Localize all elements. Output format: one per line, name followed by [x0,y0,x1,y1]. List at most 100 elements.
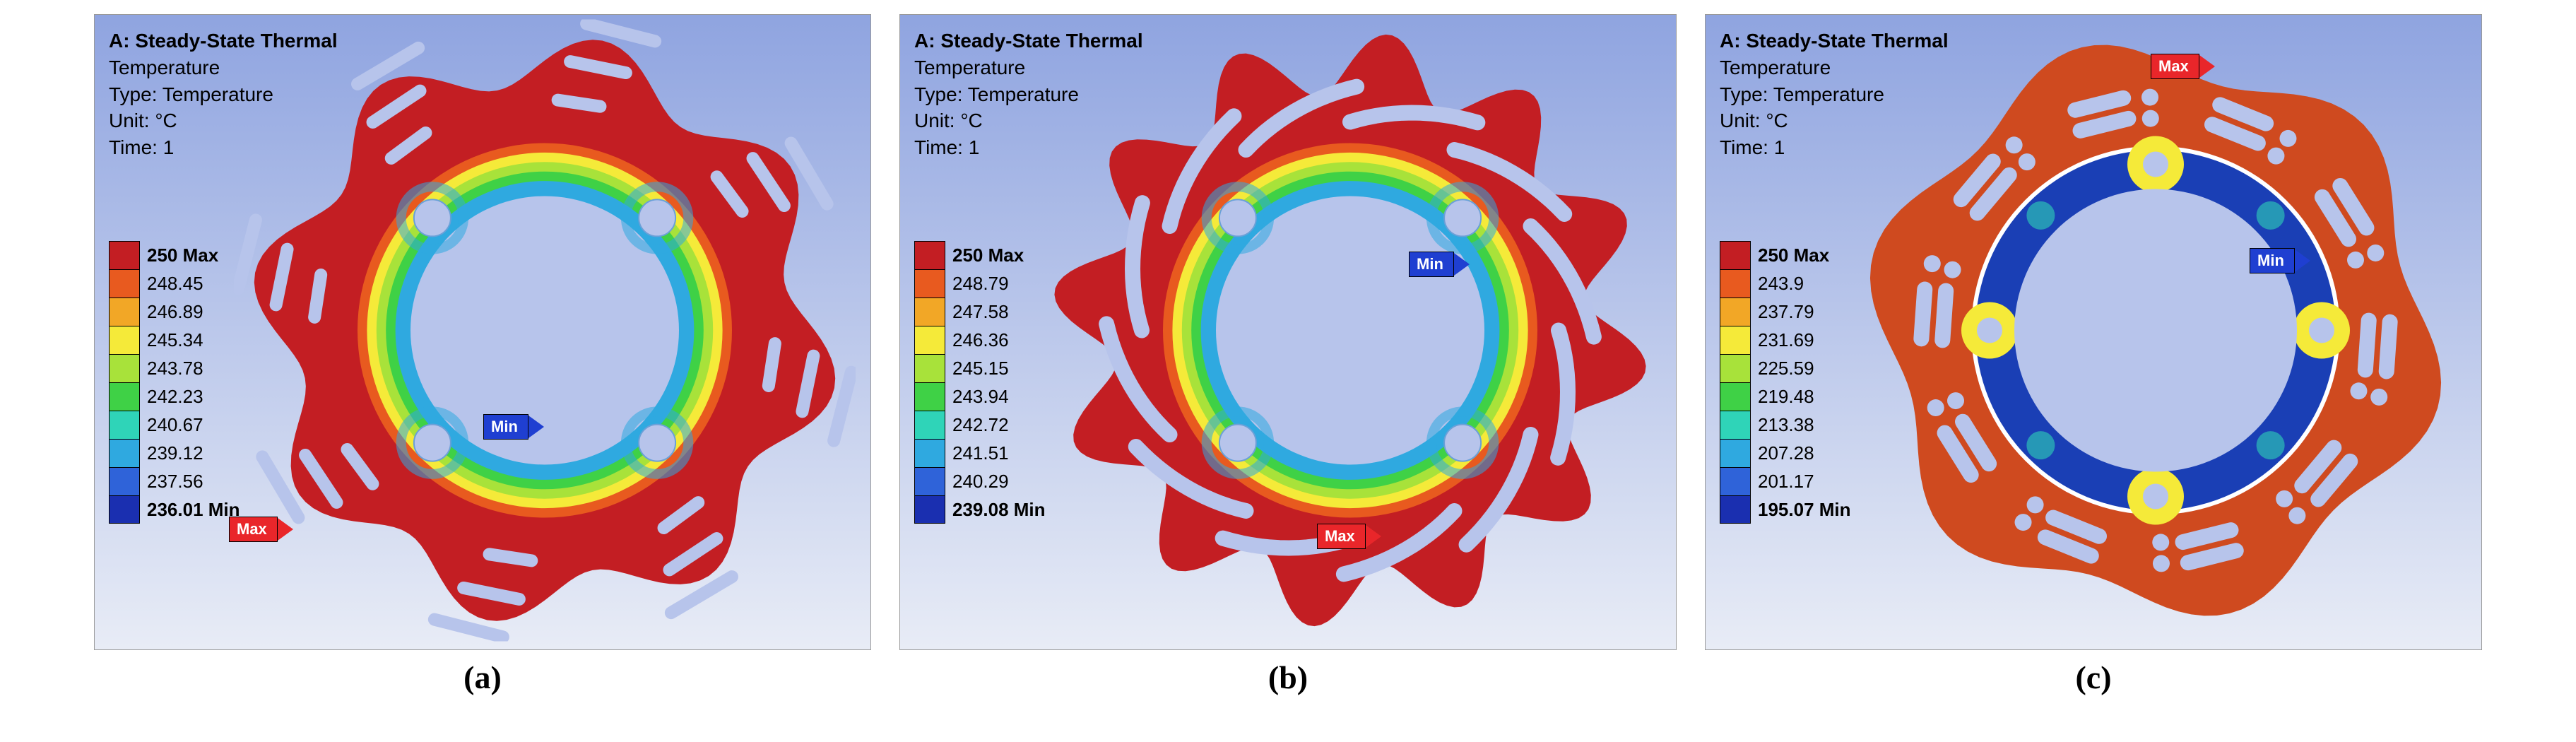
analysis-title: A: Steady-State Thermal [1720,28,1949,54]
analysis-line: Time: 1 [914,134,1143,161]
legend-swatch [109,241,140,269]
legend-row: 225.59 [1720,354,1851,382]
analysis-title: A: Steady-State Thermal [914,28,1143,54]
legend-swatch [109,411,140,439]
legend-row: 219.48 [1720,382,1851,411]
legend-label: 239.08 Min [945,499,1046,521]
probe-arrow-icon [1366,525,1381,548]
legend-row: 213.38 [1720,411,1851,439]
panel-caption: (b) [1268,659,1308,696]
legend-swatch [1720,467,1751,495]
legend-row: 250 Max [1720,241,1851,269]
legend-label: 247.58 [945,301,1009,323]
min-probe-label: Min [1409,252,1454,277]
panel-wrap: A: Steady-State ThermalTemperatureType: … [94,14,871,696]
legend-label: 207.28 [1751,442,1814,464]
panel-wrap: A: Steady-State ThermalTemperatureType: … [1705,14,2482,696]
legend-swatch [914,326,945,354]
legend-row: 243.9 [1720,269,1851,298]
legend-swatch [1720,354,1751,382]
legend-label: 241.51 [945,442,1009,464]
legend-swatch [1720,382,1751,411]
legend-row: 248.79 [914,269,1046,298]
legend-row: 242.23 [109,382,240,411]
max-probe-tag: Max [229,517,293,542]
panel-row: A: Steady-State ThermalTemperatureType: … [94,14,2482,696]
legend-swatch [914,269,945,298]
legend-label: 225.59 [1751,358,1814,379]
max-probe-label: Max [1317,524,1366,549]
legend-swatch [109,467,140,495]
max-probe-tag: Max [1317,524,1381,549]
legend-swatch [109,382,140,411]
legend-row: 243.94 [914,382,1046,411]
legend-label: 243.78 [140,358,203,379]
legend-label: 219.48 [1751,386,1814,408]
legend-swatch [1720,326,1751,354]
color-legend: 250 Max 248.45 246.89 245.34 243.78 242.23 240… [109,241,240,524]
max-probe-label: Max [2151,54,2199,79]
max-probe-tag: Max [2151,54,2215,79]
legend-row: 250 Max [109,241,240,269]
legend-row: 246.36 [914,326,1046,354]
analysis-line: Temperature [1720,54,1949,81]
analysis-line: Type: Temperature [1720,81,1949,108]
legend-row: 242.72 [914,411,1046,439]
legend-row: 236.01 Min [109,495,240,524]
legend-swatch [1720,439,1751,467]
simulation-panel: A: Steady-State ThermalTemperatureType: … [1705,14,2482,650]
legend-label: 243.94 [945,386,1009,408]
legend-label: 250 Max [1751,245,1829,266]
legend-label: 242.23 [140,386,203,408]
legend-swatch [109,354,140,382]
probe-arrow-icon [278,518,293,541]
probe-arrow-icon [1454,253,1470,276]
legend-row: 246.89 [109,298,240,326]
analysis-line: Type: Temperature [109,81,338,108]
analysis-line: Time: 1 [1720,134,1949,161]
legend-row: 240.67 [109,411,240,439]
min-probe-label: Min [2250,248,2295,273]
legend-label: 246.89 [140,301,203,323]
legend-row: 237.79 [1720,298,1851,326]
legend-row: 248.45 [109,269,240,298]
legend-row: 207.28 [1720,439,1851,467]
legend-row: 241.51 [914,439,1046,467]
analysis-line: Unit: °C [109,107,338,134]
simulation-panel: A: Steady-State ThermalTemperatureType: … [899,14,1677,650]
legend-label: 240.29 [945,471,1009,493]
legend-label: 231.69 [1751,329,1814,351]
legend-label: 248.79 [945,273,1009,295]
legend-label: 243.9 [1751,273,1804,295]
legend-label: 242.72 [945,414,1009,436]
analysis-line: Time: 1 [109,134,338,161]
min-probe-tag: Min [1409,252,1470,277]
legend-label: 236.01 Min [140,499,240,521]
legend-label: 237.56 [140,471,203,493]
legend-label: 195.07 Min [1751,499,1851,521]
panel-caption: (a) [463,659,502,696]
legend-row: 240.29 [914,467,1046,495]
legend-label: 237.79 [1751,301,1814,323]
legend-swatch [914,241,945,269]
simulation-panel: A: Steady-State ThermalTemperatureType: … [94,14,871,650]
legend-swatch [109,298,140,326]
analysis-header: A: Steady-State ThermalTemperatureType: … [1720,28,1949,161]
analysis-line: Temperature [914,54,1143,81]
legend-swatch [109,439,140,467]
legend-swatch [914,382,945,411]
legend-row: 195.07 Min [1720,495,1851,524]
legend-label: 248.45 [140,273,203,295]
legend-swatch [1720,269,1751,298]
min-probe-tag: Min [483,414,544,440]
legend-swatch [1720,495,1751,524]
min-probe-label: Min [483,414,528,440]
legend-label: 213.38 [1751,414,1814,436]
legend-label: 250 Max [140,245,218,266]
legend-label: 245.34 [140,329,203,351]
legend-row: 245.34 [109,326,240,354]
probe-arrow-icon [2295,249,2310,272]
legend-row: 239.12 [109,439,240,467]
analysis-line: Unit: °C [1720,107,1949,134]
panel-caption: (c) [2075,659,2111,696]
